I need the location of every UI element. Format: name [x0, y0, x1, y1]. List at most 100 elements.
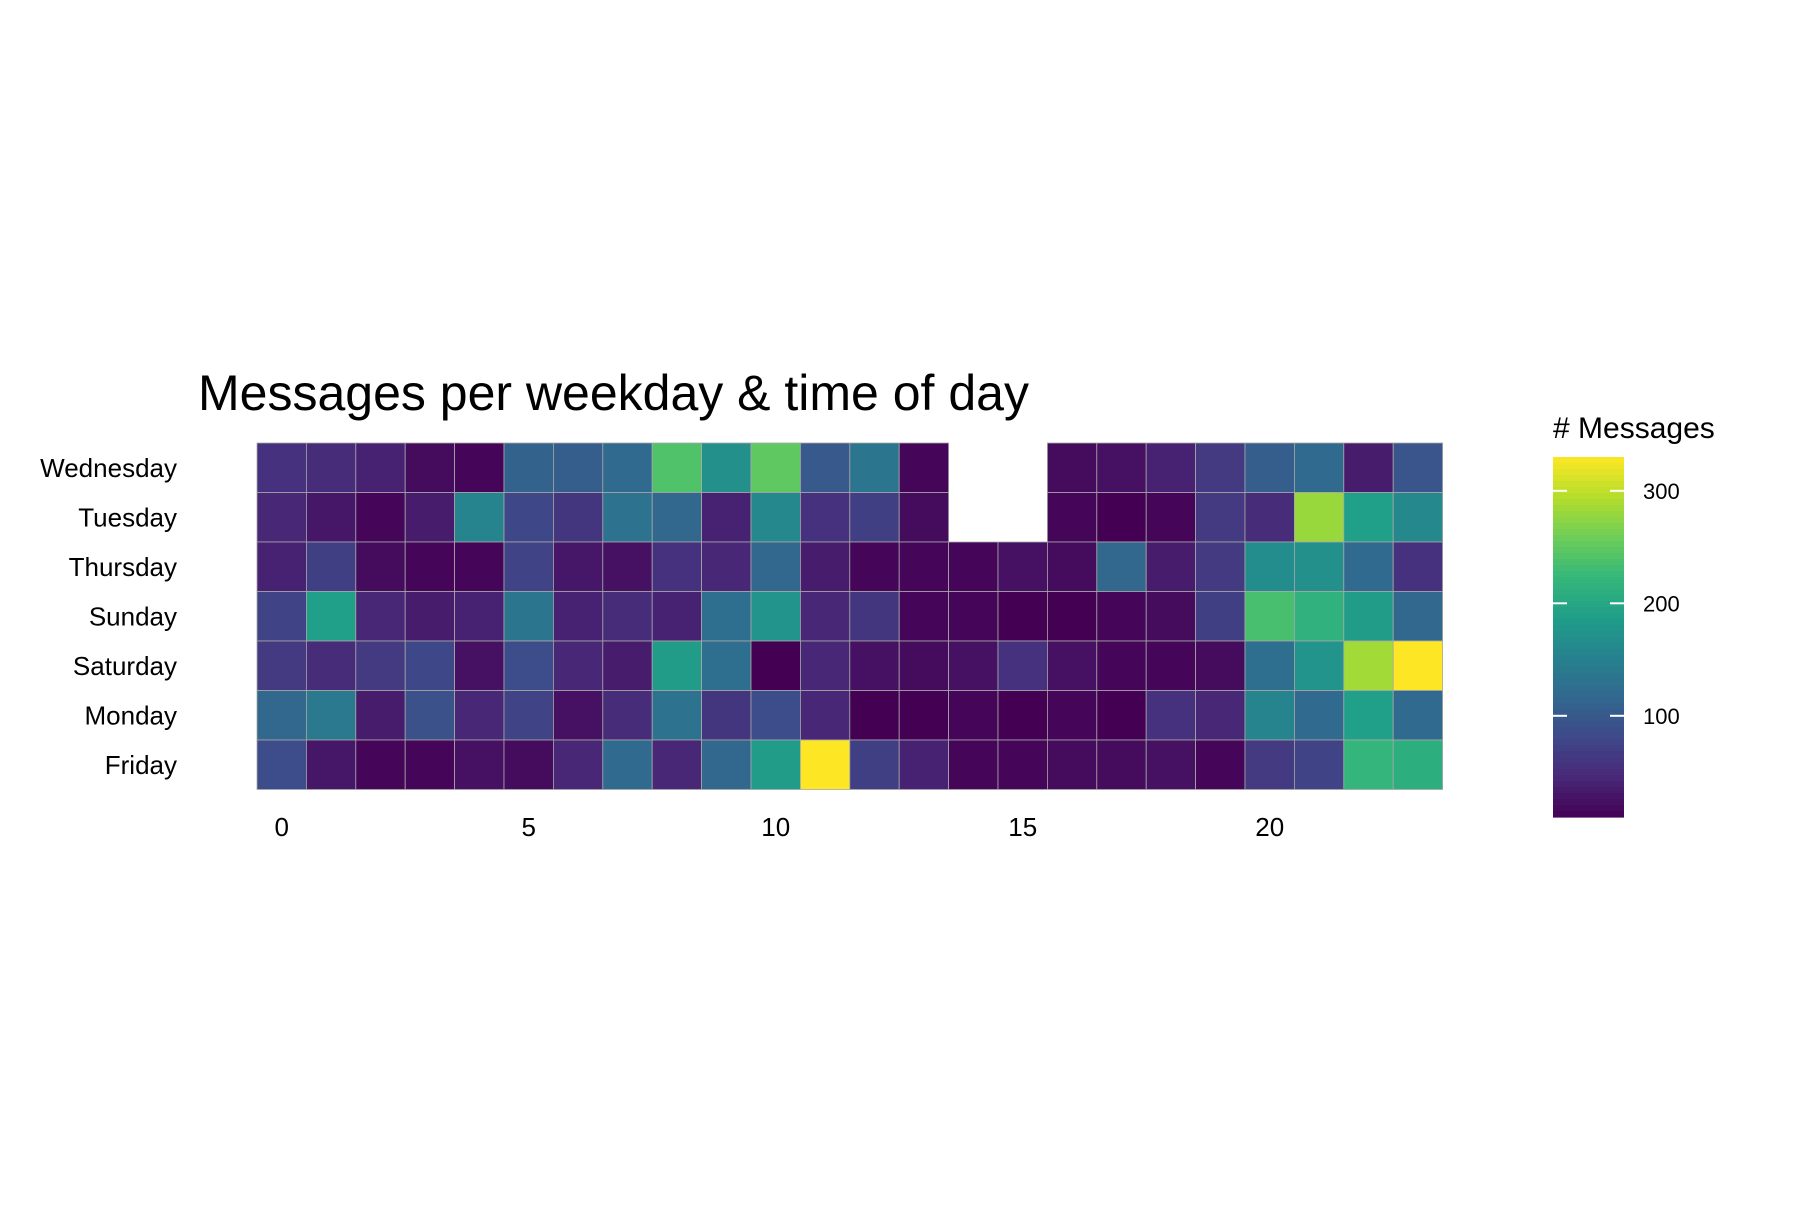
heatmap-cell: [1343, 640, 1394, 691]
heatmap-cell: [553, 690, 604, 741]
colorbar-segment: [1553, 739, 1624, 746]
heatmap-cell: [256, 640, 307, 691]
heatmap-cell: [256, 739, 307, 790]
heatmap-cell: [553, 591, 604, 642]
heatmap-cell: [454, 541, 505, 592]
heatmap-cell: [898, 541, 950, 592]
heatmap-cell: [1294, 541, 1345, 592]
colorbar-segment: [1553, 487, 1624, 494]
colorbar-segment: [1553, 505, 1624, 512]
colorbar-segment: [1553, 685, 1624, 692]
colorbar-ticks: 100 200 300: [1553, 479, 1680, 729]
colorbar-segment: [1553, 595, 1624, 602]
heatmap-cell: [355, 541, 406, 592]
colorbar-segment: [1553, 703, 1624, 710]
y-tick-label: Wednesday: [40, 453, 177, 483]
heatmap-cell: [849, 492, 900, 543]
heatmap-cell: [503, 541, 554, 592]
heatmap-cell: [553, 739, 604, 790]
heatmap-cell: [553, 541, 604, 592]
heatmap-cell: [948, 640, 999, 691]
y-axis-labels: Wednesday Tuesday Thursday Sunday Saturday Mo…: [40, 453, 177, 780]
heatmap-cell: [898, 591, 950, 642]
colorbar-segment: [1553, 589, 1624, 596]
heatmap-cell: [602, 442, 653, 493]
colorbar-segment: [1553, 463, 1624, 470]
heatmap-cell: [1244, 739, 1295, 790]
colorbar-segment: [1553, 691, 1624, 698]
heatmap-cell: [651, 640, 703, 691]
heatmap-cell: [1343, 690, 1394, 741]
heatmap-cell: [948, 739, 999, 790]
heatmap-cell: [503, 591, 554, 642]
heatmap-cell: [1294, 739, 1345, 790]
heatmap-cell: [1195, 739, 1246, 790]
colorbar-segment: [1553, 607, 1624, 614]
y-tick-label: Monday: [85, 700, 178, 730]
heatmap-cell: [800, 690, 851, 741]
colorbar-segment: [1553, 673, 1624, 680]
colorbar-segment: [1553, 793, 1624, 800]
heatmap-cell: [898, 640, 950, 691]
heatmap-cell: [651, 739, 703, 790]
heatmap-cell: [997, 739, 1048, 790]
y-tick-label: Thursday: [69, 552, 177, 582]
heatmap-cell: [800, 541, 851, 592]
colorbar-segment: [1553, 721, 1624, 728]
heatmap-cell: [1047, 541, 1098, 592]
heatmap-cell: [898, 442, 950, 493]
heatmap-cell: [1096, 492, 1147, 543]
heatmap-cell: [651, 541, 703, 592]
colorbar-segment: [1553, 697, 1624, 704]
heatmap-cell: [404, 739, 456, 790]
heatmap-cell: [305, 591, 357, 642]
heatmap-cell: [1145, 640, 1196, 691]
heatmap-cell: [701, 690, 752, 741]
heatmap-cell: [750, 640, 801, 691]
colorbar-segment: [1553, 811, 1624, 818]
heatmap-cell: [800, 591, 851, 642]
colorbar-segment: [1553, 493, 1624, 500]
heatmap-cell: [454, 492, 505, 543]
colorbar-segment: [1553, 529, 1624, 536]
heatmap-cell: [1047, 492, 1098, 543]
heatmap-cell: [1294, 690, 1345, 741]
heatmap-cell: [701, 591, 752, 642]
colorbar-segment: [1553, 781, 1624, 788]
colorbar-segment: [1553, 655, 1624, 662]
heatmap-cell: [1294, 442, 1345, 493]
colorbar-segment: [1553, 661, 1624, 668]
heatmap-cell: [305, 492, 357, 543]
heatmap-cell: [1244, 591, 1295, 642]
heatmap-cell: [256, 492, 307, 543]
colorbar-tick-label: 300: [1643, 479, 1680, 504]
heatmap-cell: [948, 591, 999, 642]
colorbar-segment: [1553, 649, 1624, 656]
heatmap-cell: [602, 541, 653, 592]
colorbar-segment: [1553, 511, 1624, 518]
heatmap-cell: [1096, 640, 1147, 691]
colorbar-segment: [1553, 751, 1624, 758]
heatmap-cell: [800, 739, 851, 790]
heatmap-cell: [997, 690, 1048, 741]
colorbar-segment: [1553, 805, 1624, 812]
heatmap-cell: [256, 442, 307, 493]
colorbar-segment: [1553, 475, 1624, 482]
heatmap-cell: [1392, 739, 1443, 790]
colorbar-segment: [1553, 745, 1624, 752]
heatmap-cell: [1195, 492, 1246, 543]
y-tick-label: Tuesday: [78, 502, 177, 532]
heatmap-cell: [1195, 442, 1246, 493]
colorbar-segment: [1553, 469, 1624, 476]
heatmap-cell: [849, 690, 900, 741]
heatmap-cell: [1294, 591, 1345, 642]
heatmap-cell: [1294, 492, 1345, 543]
heatmap-cell: [404, 541, 456, 592]
colorbar-segment: [1553, 799, 1624, 806]
heatmap-cell: [305, 640, 357, 691]
colorbar-segment: [1553, 715, 1624, 722]
heatmap-cell: [1294, 640, 1345, 691]
heatmap-cell: [355, 442, 406, 493]
heatmap-cell: [1392, 640, 1443, 691]
